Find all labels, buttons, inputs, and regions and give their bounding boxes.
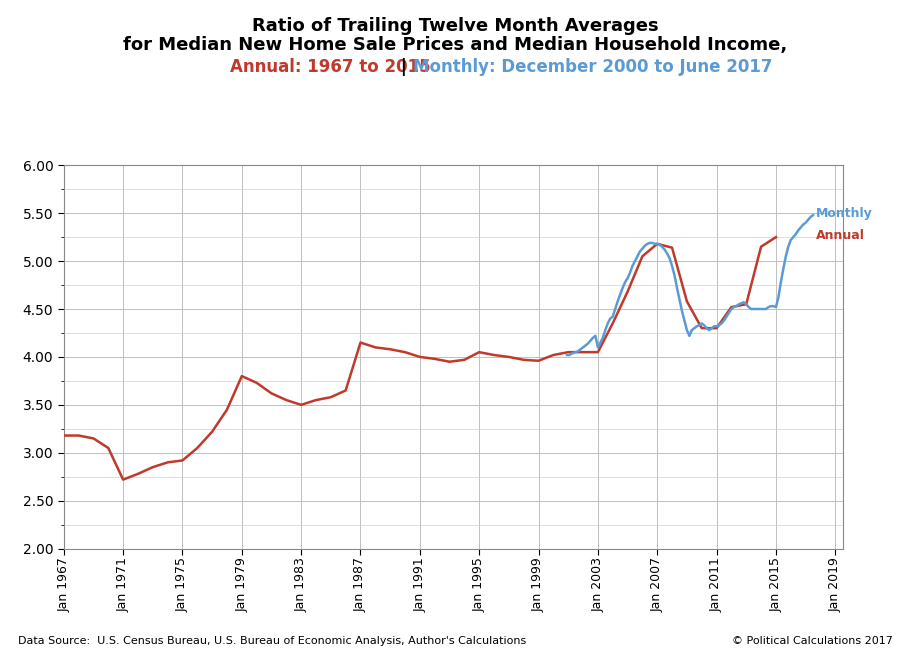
Text: Annual: Annual [816, 229, 865, 242]
Text: Ratio of Trailing Twelve Month Averages: Ratio of Trailing Twelve Month Averages [252, 17, 659, 34]
Text: Data Source:  U.S. Census Bureau, U.S. Bureau of Economic Analysis, Author's Cal: Data Source: U.S. Census Bureau, U.S. Bu… [18, 637, 527, 646]
Text: |: | [395, 58, 413, 75]
Text: Annual: 1967 to 2015: Annual: 1967 to 2015 [230, 58, 430, 75]
Text: © Political Calculations 2017: © Political Calculations 2017 [732, 637, 893, 646]
Text: for Median New Home Sale Prices and Median Household Income,: for Median New Home Sale Prices and Medi… [123, 36, 788, 54]
Text: Monthly: Monthly [816, 207, 873, 219]
Text: Monthly: December 2000 to June 2017: Monthly: December 2000 to June 2017 [413, 58, 773, 75]
